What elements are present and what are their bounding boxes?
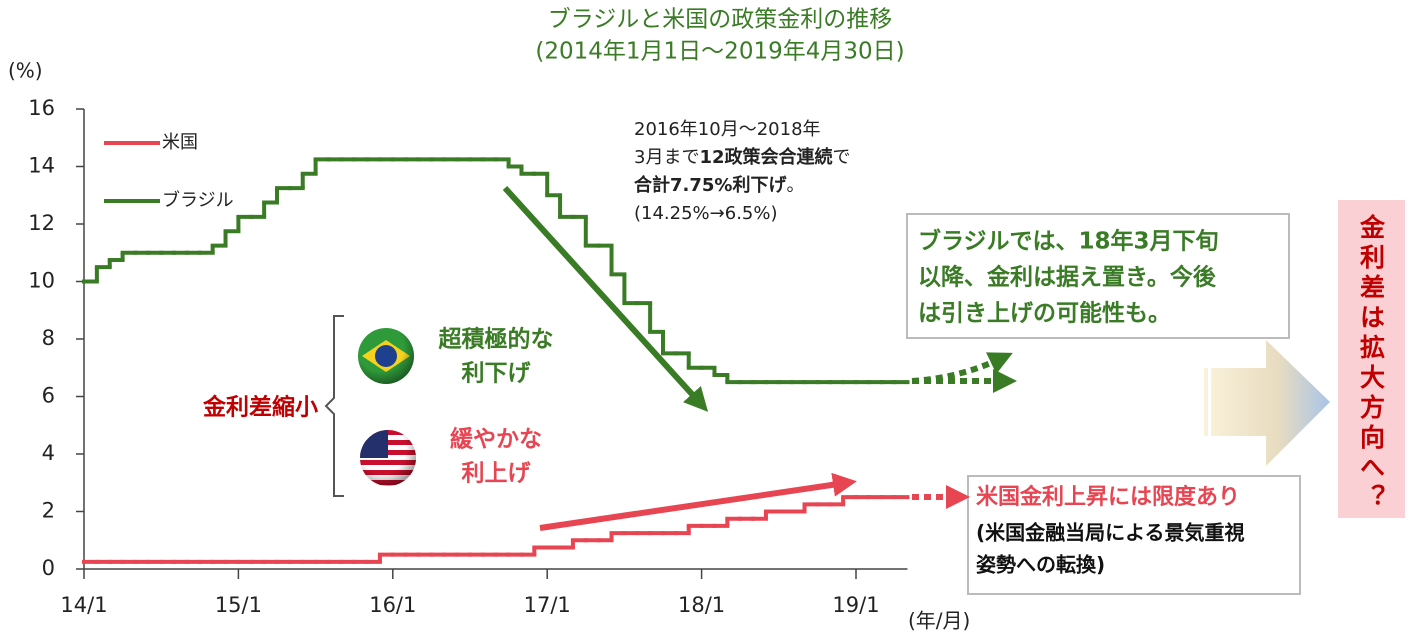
arrow-stripe — [1200, 368, 1204, 436]
x-tick-label: 17/1 — [524, 593, 571, 617]
x-tick-label: 14/1 — [60, 593, 107, 617]
note-line: 2016年10月～2018年 — [634, 119, 821, 140]
bracket — [324, 315, 344, 497]
brazil-cut-label: 利下げ — [462, 361, 532, 387]
y-tick-label: 12 — [28, 211, 55, 235]
box-line: 姿勢への転換) — [976, 553, 1105, 577]
box-line: 米国金利上昇には限度あり — [976, 484, 1240, 510]
x-tick-label: 16/1 — [369, 593, 416, 617]
box-line: は引き上げの可能性も。 — [918, 300, 1171, 327]
y-tick-label: 4 — [42, 441, 55, 465]
chart-title: ブラジルと米国の政策金利の推移 — [548, 7, 893, 33]
y-tick-label: 16 — [28, 96, 55, 120]
spread-label: 金利差縮小 — [202, 394, 318, 421]
y-tick-label: 10 — [28, 269, 55, 293]
box-line: ブラジルでは、18年3月下旬 — [918, 228, 1219, 255]
conclusion: 金利差は拡大方向へ？ — [1357, 213, 1387, 514]
extension-arrow — [911, 352, 1013, 384]
brazil-box — [906, 213, 1290, 339]
box-line: (米国金融当局による景気重視 — [976, 521, 1245, 545]
us-hike-label: 利上げ — [462, 461, 532, 487]
y-tick-label: 6 — [42, 384, 55, 408]
y-tick-label: 14 — [28, 154, 55, 178]
note-line: (14.25%→6.5%) — [634, 203, 778, 224]
y-axis-label: (%) — [8, 59, 43, 83]
x-tick-label: 19/1 — [832, 593, 879, 617]
y-tick-label: 2 — [42, 499, 55, 523]
trend-arrow — [502, 185, 709, 412]
big-arrow — [1200, 340, 1330, 466]
arrow-stripe — [1208, 368, 1211, 436]
us-box — [967, 475, 1301, 595]
y-tick-label: 8 — [42, 326, 55, 350]
x-axis-label: (年/月) — [908, 609, 970, 633]
note-line: 3月まで12政策会合連続で — [634, 146, 851, 168]
flag-shade — [358, 328, 414, 384]
chart-subtitle: (2014年1月1日～2019年4月30日) — [535, 39, 904, 65]
x-tick-label: 15/1 — [215, 593, 262, 617]
us-hike-label: 緩やかな — [450, 426, 542, 453]
trend-arrow — [539, 472, 857, 531]
legend-label: ブラジル — [162, 189, 234, 211]
x-tick-label: 18/1 — [678, 593, 725, 617]
legend-label: 米国 — [162, 132, 198, 153]
brazil-cut-label: 超積極的な — [439, 326, 554, 353]
box-line: 以降、金利は据え置き。今後 — [918, 264, 1217, 291]
y-tick-label: 0 — [42, 556, 55, 580]
flag-shade — [360, 430, 416, 486]
note-line: 合計7.75%利下げ。 — [634, 174, 804, 196]
conclusion-box — [1338, 200, 1405, 518]
